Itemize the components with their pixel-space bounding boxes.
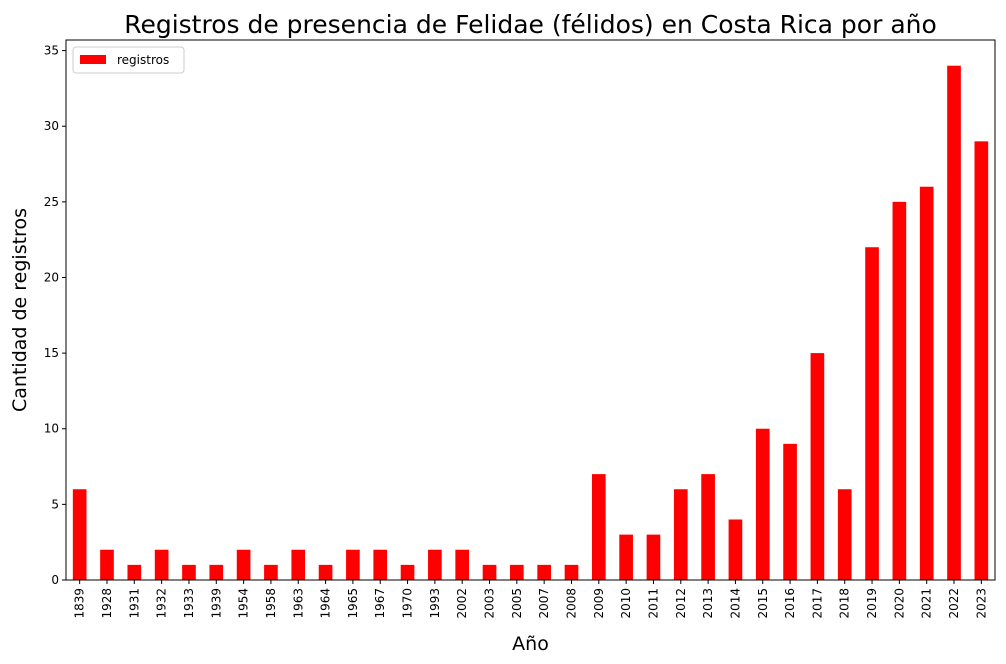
x-axis: 1839 1928 1931 1932 1933 1939 1954 1958 1963 1964… — [73, 580, 988, 619]
x-tick-label: 1932 — [155, 588, 169, 619]
x-tick-label: 2022 — [947, 588, 961, 619]
bar-2009 — [591, 474, 606, 580]
y-axis-label: Cantidad de registros — [9, 208, 31, 412]
bar-2019 — [865, 247, 879, 580]
bar-1954 — [236, 549, 251, 580]
x-tick-label: 1939 — [209, 588, 223, 619]
x-tick-label: 2016 — [783, 588, 797, 619]
bar-2023 — [974, 141, 989, 580]
x-tick-label: 1967 — [373, 588, 387, 619]
x-tick-label: 2010 — [619, 588, 633, 619]
bar-1932 — [154, 549, 169, 580]
bar-2022 — [947, 65, 961, 580]
x-tick-label: 2023 — [974, 588, 988, 619]
bar-2010 — [619, 534, 633, 580]
bar-1993 — [428, 549, 442, 580]
bar-1931 — [127, 564, 142, 580]
bar-2017 — [810, 353, 825, 580]
x-tick-label: 2008 — [564, 588, 578, 619]
x-tick-label: 1965 — [346, 588, 360, 619]
bar-1963 — [291, 549, 306, 580]
bar-1970 — [400, 564, 415, 580]
bar-2013 — [701, 474, 715, 580]
bar-1933 — [182, 564, 196, 580]
y-tick-label: 15 — [44, 346, 59, 360]
bar-2003 — [482, 564, 497, 580]
bar-2015 — [755, 428, 770, 580]
bar-2018 — [837, 489, 852, 580]
x-axis-label: Año — [512, 633, 549, 655]
x-tick-label: 1964 — [319, 588, 333, 619]
x-tick-label: 1839 — [73, 588, 87, 619]
x-tick-label: 2021 — [920, 588, 934, 619]
bar-2014 — [728, 519, 743, 580]
x-tick-label: 2007 — [537, 588, 551, 619]
x-tick-label: 2018 — [838, 588, 852, 619]
x-tick-label: 1954 — [237, 588, 251, 619]
bar-2002 — [455, 549, 470, 580]
y-tick-label: 30 — [44, 119, 59, 133]
bar-2011 — [646, 534, 661, 580]
x-tick-label: 2015 — [756, 588, 770, 619]
bar-2007 — [537, 564, 551, 580]
bar-1928 — [100, 549, 114, 580]
bar-2008 — [564, 564, 579, 580]
x-tick-label: 1933 — [182, 588, 196, 619]
x-tick-label: 1993 — [428, 588, 442, 619]
bar-2020 — [892, 201, 907, 580]
x-tick-label: 1931 — [127, 588, 141, 619]
x-tick-label: 1958 — [264, 588, 278, 619]
x-tick-label: 2017 — [810, 588, 824, 619]
x-tick-label: 2020 — [892, 588, 906, 619]
x-tick-label: 2003 — [483, 588, 497, 619]
bar-1958 — [264, 564, 278, 580]
chart-title: Registros de presencia de Felidae (félid… — [124, 10, 937, 39]
x-tick-label: 2009 — [592, 588, 606, 619]
bar-1939 — [209, 564, 224, 580]
bar-1967 — [373, 549, 388, 580]
x-tick-label: 2005 — [510, 588, 524, 619]
x-tick-label: 2002 — [455, 588, 469, 619]
x-tick-label: 1963 — [291, 588, 305, 619]
bar-2021 — [919, 186, 934, 580]
x-tick-label: 2013 — [701, 588, 715, 619]
legend-label: registros — [117, 53, 169, 67]
x-tick-label: 2012 — [674, 588, 688, 619]
legend: registros — [72, 46, 185, 74]
y-tick-label: 5 — [51, 497, 59, 511]
bar-1965 — [346, 549, 360, 580]
bar-1839 — [72, 489, 87, 580]
x-tick-label: 1928 — [100, 588, 114, 619]
y-tick-label: 10 — [44, 422, 59, 436]
bar-2012 — [673, 489, 688, 580]
x-tick-label: 1970 — [401, 588, 415, 619]
legend-swatch — [80, 55, 106, 64]
bar-2016 — [783, 443, 797, 580]
bar-2005 — [510, 564, 524, 580]
bar-1964 — [318, 564, 333, 580]
x-tick-label: 2011 — [646, 588, 660, 619]
y-axis: 0 5 10 15 20 25 30 35 — [44, 44, 66, 587]
x-tick-label: 2014 — [728, 588, 742, 619]
y-tick-label: 35 — [44, 44, 59, 58]
y-tick-label: 0 — [51, 573, 59, 587]
y-tick-label: 25 — [44, 195, 59, 209]
legend-box — [72, 46, 185, 74]
x-tick-label: 2019 — [865, 588, 879, 619]
y-tick-label: 20 — [44, 270, 59, 284]
plot-frame — [65, 39, 996, 581]
bars-group — [72, 65, 989, 580]
